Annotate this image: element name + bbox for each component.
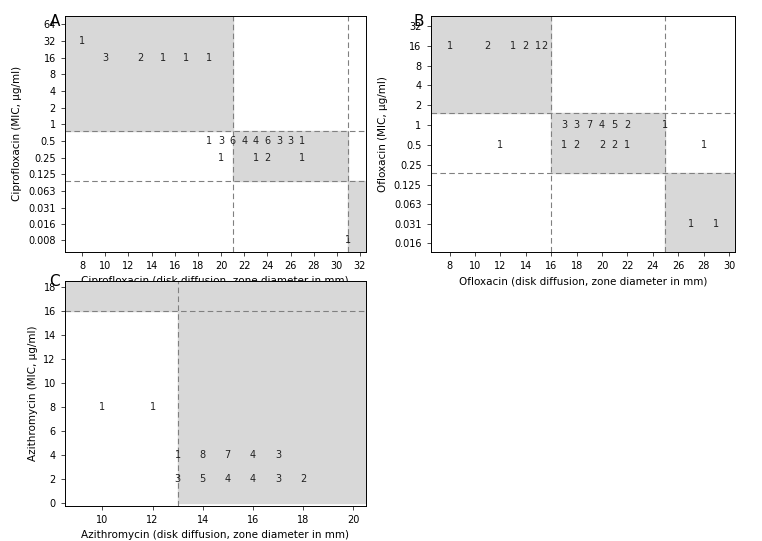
- Text: 1: 1: [174, 451, 181, 460]
- Text: 3: 3: [174, 474, 181, 484]
- Text: 1: 1: [498, 140, 504, 150]
- Y-axis label: Ofloxacin (MIC, μg/ml): Ofloxacin (MIC, μg/ml): [378, 76, 388, 192]
- Y-axis label: Azithromycin (MIC, μg/ml): Azithromycin (MIC, μg/ml): [27, 326, 38, 461]
- Text: 1: 1: [207, 52, 213, 63]
- Text: 1: 1: [536, 41, 542, 51]
- Text: 7: 7: [586, 120, 592, 130]
- Text: 3: 3: [102, 52, 108, 63]
- Text: 7: 7: [225, 451, 231, 460]
- Text: 3: 3: [218, 136, 224, 146]
- Text: 1: 1: [624, 140, 630, 150]
- Text: 3: 3: [275, 451, 281, 460]
- Text: 1: 1: [79, 36, 85, 46]
- Text: 2: 2: [523, 41, 529, 51]
- X-axis label: Azithromycin (disk diffusion, zone diameter in mm): Azithromycin (disk diffusion, zone diame…: [82, 530, 349, 540]
- Text: 4: 4: [250, 451, 256, 460]
- Text: 1: 1: [688, 220, 694, 229]
- Text: 1: 1: [662, 120, 668, 130]
- Text: 1: 1: [218, 153, 224, 163]
- Text: 1: 1: [700, 140, 706, 150]
- Text: A: A: [50, 14, 60, 29]
- Text: 2: 2: [300, 474, 306, 484]
- Text: 1: 1: [713, 220, 719, 229]
- Text: 5: 5: [200, 474, 206, 484]
- X-axis label: Ofloxacin (disk diffusion, zone diameter in mm): Ofloxacin (disk diffusion, zone diameter…: [459, 276, 707, 286]
- Text: 3: 3: [561, 120, 567, 130]
- Text: 3: 3: [275, 474, 281, 484]
- Text: 1: 1: [99, 403, 105, 412]
- Text: 1: 1: [510, 41, 516, 51]
- Text: 2: 2: [137, 52, 143, 63]
- Text: 1: 1: [184, 52, 190, 63]
- Text: 2: 2: [599, 140, 605, 150]
- Text: 6: 6: [229, 136, 235, 146]
- Text: 2: 2: [542, 41, 548, 51]
- Text: 3: 3: [574, 120, 580, 130]
- Text: 1: 1: [447, 41, 453, 51]
- Text: 2: 2: [485, 41, 491, 51]
- Text: 4: 4: [253, 136, 259, 146]
- Text: 1: 1: [253, 153, 259, 163]
- Text: 4: 4: [225, 474, 231, 484]
- Y-axis label: Ciprofloxacin (MIC, μg/ml): Ciprofloxacin (MIC, μg/ml): [12, 67, 22, 201]
- Text: 1: 1: [207, 136, 213, 146]
- Text: 2: 2: [624, 120, 630, 130]
- Text: 1: 1: [345, 235, 351, 245]
- Text: 2: 2: [574, 140, 580, 150]
- Text: 3: 3: [276, 136, 282, 146]
- Text: 3: 3: [287, 136, 293, 146]
- Text: 6: 6: [264, 136, 271, 146]
- Text: B: B: [414, 14, 424, 29]
- Text: 2: 2: [264, 153, 271, 163]
- Text: 2: 2: [612, 140, 618, 150]
- Text: 1: 1: [299, 136, 305, 146]
- Text: 1: 1: [299, 153, 305, 163]
- Text: 4: 4: [241, 136, 247, 146]
- Text: C: C: [50, 274, 60, 289]
- Text: 1: 1: [561, 140, 567, 150]
- X-axis label: Ciprofloxacin (disk diffusion, zone diameter in mm): Ciprofloxacin (disk diffusion, zone diam…: [82, 276, 349, 286]
- Text: 5: 5: [612, 120, 618, 130]
- Text: 1: 1: [160, 52, 166, 63]
- Text: 8: 8: [200, 451, 206, 460]
- Text: 1: 1: [149, 403, 155, 412]
- Text: 4: 4: [250, 474, 256, 484]
- Text: 4: 4: [599, 120, 605, 130]
